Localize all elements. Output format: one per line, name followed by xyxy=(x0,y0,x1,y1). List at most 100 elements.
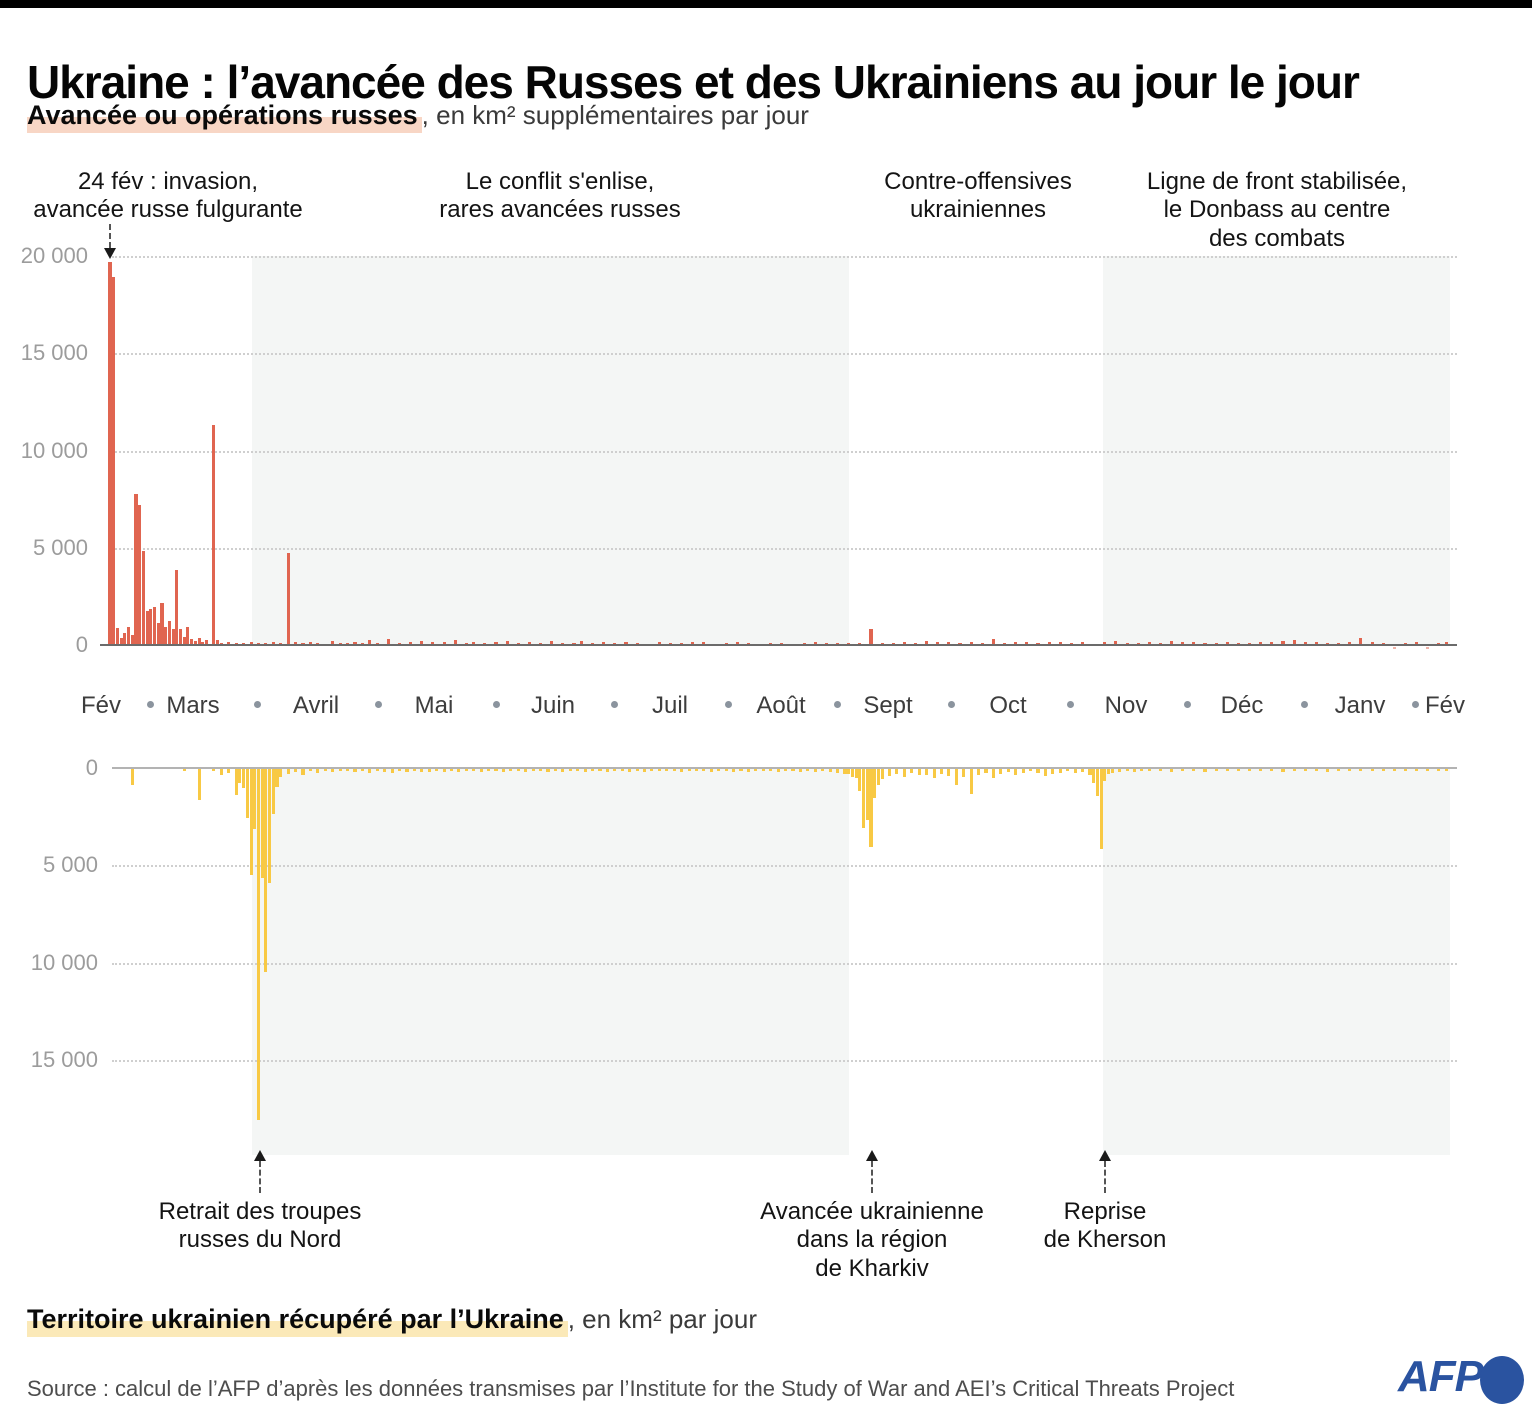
bar-russian-advance xyxy=(190,639,194,645)
bar-ukrainian-recapture xyxy=(1281,769,1285,772)
bar-ukrainian-recapture xyxy=(865,769,869,820)
bar-ukrainian-recapture xyxy=(1073,769,1077,773)
bar-russian-advance xyxy=(123,633,127,645)
bar-russian-advance xyxy=(141,550,145,645)
arrow-tail xyxy=(1104,1161,1106,1193)
gridline-top-5000 xyxy=(112,547,1457,550)
bar-russian-advance xyxy=(201,642,205,645)
bar-russian-advance xyxy=(1192,641,1196,645)
bar-ukrainian-recapture xyxy=(1092,769,1096,783)
bar-ukrainian-recapture xyxy=(869,769,873,847)
bar-ukrainian-recapture xyxy=(1292,769,1296,771)
bar-russian-advance xyxy=(958,642,962,645)
bar-ukrainian-recapture xyxy=(256,769,261,1121)
bar-russian-advance xyxy=(769,642,773,645)
bar-ukrainian-recapture xyxy=(501,769,506,773)
bar-ukrainian-recapture xyxy=(635,769,639,771)
bar-ukrainian-recapture xyxy=(464,769,468,772)
month-label-oct: Oct xyxy=(989,692,1027,719)
bar-russian-advance xyxy=(197,638,201,645)
annotation-kherson: Reprise de Kherson xyxy=(1043,1198,1167,1254)
bar-ukrainian-recapture xyxy=(1006,769,1010,772)
bar-ukrainian-recapture xyxy=(1095,769,1099,797)
arrow-tail xyxy=(109,224,111,248)
bar-ukrainian-recapture xyxy=(219,769,223,775)
page-title: Ukraine : l’avancée des Russes et des Uk… xyxy=(27,55,1360,108)
month-label-août: Août xyxy=(756,692,806,719)
bar-ukrainian-recapture xyxy=(539,769,543,772)
annotation-retrait-nord: Retrait des troupes russes du Nord xyxy=(158,1198,362,1254)
bar-ukrainian-recapture xyxy=(375,769,379,771)
bar-russian-advance xyxy=(1359,637,1363,645)
y-tick-label-bottom: 10 000 xyxy=(30,949,98,975)
bar-ukrainian-recapture xyxy=(687,769,691,771)
bar-ukrainian-recapture xyxy=(910,769,914,773)
bar-russian-advance xyxy=(108,261,112,645)
bar-russian-advance xyxy=(130,635,134,645)
bar-ukrainian-recapture xyxy=(1043,769,1047,776)
bar-ukrainian-recapture xyxy=(249,769,253,875)
month-label-déc: Déc xyxy=(1220,692,1264,719)
bar-russian-advance xyxy=(1270,642,1274,645)
annotation-arrow-retrait xyxy=(254,1150,266,1193)
bar-russian-advance xyxy=(836,642,840,645)
bar-ukrainian-recapture xyxy=(709,769,713,773)
bar-russian-advance xyxy=(1080,642,1085,645)
gridline-bottom-5000 xyxy=(112,865,1457,868)
bar-ukrainian-recapture xyxy=(457,769,461,773)
month-separator-dot xyxy=(1412,701,1419,708)
bar-russian-advance xyxy=(375,642,379,645)
afp-logo: AFP xyxy=(1398,1352,1528,1406)
bar-ukrainian-recapture xyxy=(1014,769,1018,775)
afp-logo-text: AFP xyxy=(1398,1352,1484,1401)
bar-ukrainian-recapture xyxy=(494,769,498,772)
bar-ukrainian-recapture xyxy=(784,769,788,771)
gridline-top-15000 xyxy=(112,353,1457,356)
bar-russian-advance xyxy=(186,627,190,645)
bar-ukrainian-recapture xyxy=(1337,769,1341,771)
month-separator-dot xyxy=(834,701,841,708)
bar-russian-advance xyxy=(1415,642,1419,645)
bar-ukrainian-recapture xyxy=(1058,769,1062,773)
bar-russian-advance xyxy=(193,641,197,645)
bar-ukrainian-recapture xyxy=(1270,769,1274,771)
bar-ukrainian-recapture xyxy=(1325,769,1330,772)
bar-russian-advance xyxy=(134,494,138,645)
annotation-arrow-kharkiv xyxy=(866,1150,878,1193)
bar-ukrainian-recapture xyxy=(383,769,387,772)
bar-russian-advance xyxy=(167,620,171,645)
month-separator-dot xyxy=(375,701,382,708)
bar-ukrainian-recapture xyxy=(895,769,899,774)
bar-russian-advance xyxy=(602,641,606,645)
annotation-arrow-kherson xyxy=(1099,1150,1111,1193)
bar-ukrainian-recapture xyxy=(546,769,550,773)
bar-ukrainian-recapture xyxy=(798,769,802,772)
bar-ukrainian-recapture xyxy=(858,769,862,792)
bar-russian-advance xyxy=(1003,642,1007,645)
bar-russian-advance xyxy=(813,642,817,645)
bar-russian-advance xyxy=(1281,640,1285,645)
y-tick-label-bottom: 0 xyxy=(85,755,98,780)
bar-ukrainian-recapture xyxy=(412,769,416,771)
bar-ukrainian-recapture xyxy=(576,769,580,771)
month-label-mars: Mars xyxy=(166,692,220,719)
bar-ukrainian-recapture xyxy=(390,769,394,773)
bar-ukrainian-recapture xyxy=(346,769,350,772)
month-separator-dot xyxy=(1301,701,1308,708)
bar-ukrainian-recapture xyxy=(1381,769,1385,772)
bar-ukrainian-recapture xyxy=(1392,769,1396,771)
bottom-chart-zero-axis xyxy=(112,767,1457,769)
bar-ukrainian-recapture xyxy=(642,769,647,772)
bar-russian-advance xyxy=(947,641,951,645)
bar-ukrainian-recapture xyxy=(969,769,973,795)
bar-ukrainian-recapture xyxy=(598,769,602,772)
bar-ukrainian-recapture xyxy=(1192,769,1196,771)
bar-russian-advance xyxy=(464,642,468,645)
bar-ukrainian-recapture xyxy=(813,769,817,773)
bar-russian-advance xyxy=(1103,642,1107,645)
bar-russian-advance xyxy=(271,642,275,645)
bar-russian-advance xyxy=(212,425,216,645)
bar-russian-advance xyxy=(1170,640,1174,645)
bar-ukrainian-recapture xyxy=(947,769,951,776)
